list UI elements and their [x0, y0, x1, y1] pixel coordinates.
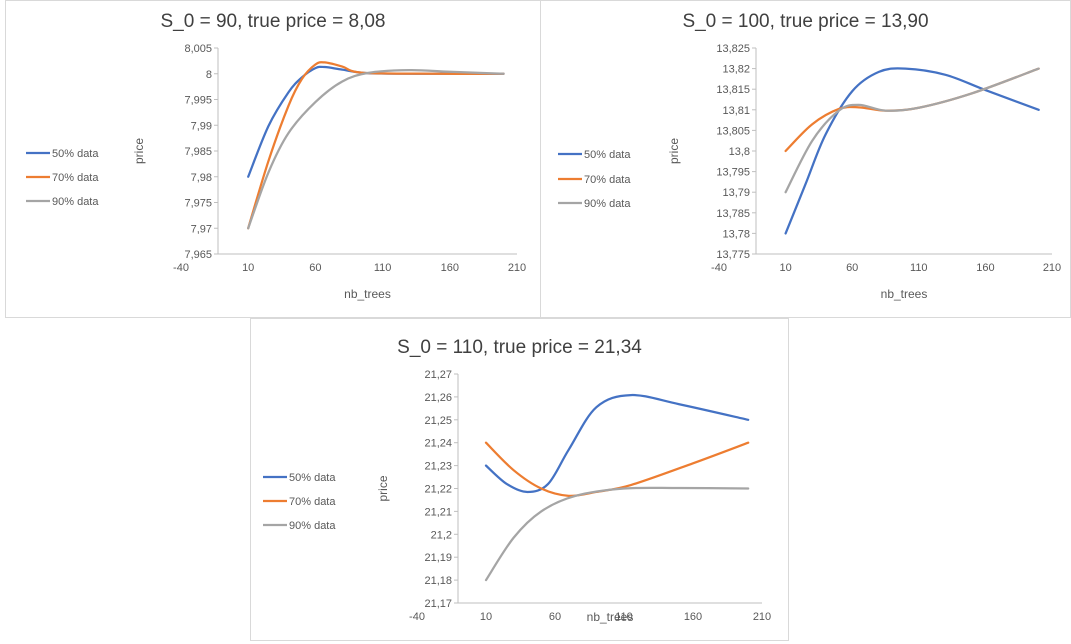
series-line: [784, 67, 1040, 194]
y-tick-label: 13,825: [716, 43, 750, 55]
y-axis-label: price: [667, 138, 681, 164]
y-tick-label: 21,21: [424, 506, 452, 518]
legend-label: 70% data: [289, 496, 336, 508]
y-tick-label: 13,82: [722, 64, 750, 76]
chart-panel-2: S_0 = 100, true price = 13,90 13,775 13,7…: [541, 0, 1071, 318]
series-line: [484, 486, 750, 582]
x-tick-label: 10: [480, 611, 492, 623]
y-tick-label: 8: [206, 69, 212, 81]
chart-title: S_0 = 90, true price = 8,08: [160, 11, 386, 32]
x-axis-label: nb_trees: [344, 287, 391, 301]
chart-title: S_0 = 110, true price = 21,34: [397, 337, 642, 358]
chart-svg: 13,775 13,78 13,785 13,79 13,795 13,8 13,805 13…: [558, 43, 1061, 301]
y-tick-label: 21,26: [424, 392, 452, 404]
y-tick-label: 13,785: [716, 208, 750, 220]
legend-label: 90% data: [584, 198, 631, 210]
y-tick-label: 13,81: [722, 105, 750, 117]
series-line: [784, 67, 1040, 235]
y-tick-label: 21,27: [424, 369, 452, 381]
legend-label: 50% data: [584, 149, 631, 161]
y-axis-label: price: [132, 138, 146, 164]
y-tick-label: 7,965: [184, 249, 212, 261]
chart-panel-3: S_0 = 110, true price = 21,34 21,17 21,18…: [250, 318, 789, 641]
y-tick-label: 21,22: [424, 484, 452, 496]
x-tick-label: 110: [615, 611, 633, 623]
y-tick-label: 21,25: [424, 415, 452, 427]
x-axis-label: nb_trees: [587, 610, 634, 624]
chart-svg: 21,17 21,18 21,19 21,2 21,21 21,22 21,23 21,24 2…: [263, 369, 771, 624]
y-tick-label: 7,99: [191, 120, 212, 132]
y-tick-label: 8,005: [184, 43, 212, 55]
legend-label: 90% data: [52, 196, 99, 208]
y-tick-label: 7,98: [191, 172, 212, 184]
y-tick-label: 21,24: [424, 438, 452, 450]
y-tick-label: 13,775: [716, 249, 750, 261]
x-tick-label: 60: [549, 611, 561, 623]
chart-title: S_0 = 100, true price = 13,90: [682, 11, 929, 32]
chart-svg: 7,965 7,97 7,975 7,98 7,985 7,99 7,995 8 8,005 -4…: [26, 43, 526, 301]
y-tick-label: 13,79: [722, 187, 750, 199]
y-tick-label: 13,795: [716, 167, 750, 179]
series-line: [247, 61, 505, 230]
x-tick-label: 60: [846, 262, 858, 274]
legend-label: 70% data: [584, 174, 631, 186]
y-tick-label: 21,17: [424, 598, 452, 610]
y-tick-label: 7,97: [191, 223, 212, 235]
x-tick-label: 210: [1043, 262, 1061, 274]
x-tick-label: 10: [779, 262, 791, 274]
y-tick-label: 13,8: [729, 146, 750, 158]
legend-label: 70% data: [52, 172, 99, 184]
x-axis-label: nb_trees: [881, 287, 928, 301]
y-tick-label: 21,23: [424, 461, 452, 473]
x-tick-label: 210: [508, 262, 526, 274]
x-tick-label: -40: [711, 262, 727, 274]
legend-label: 50% data: [289, 472, 336, 484]
x-tick-label: -40: [409, 611, 425, 623]
y-tick-label: 21,19: [424, 552, 452, 564]
legend-label: 50% data: [52, 148, 99, 160]
y-tick-label: 13,78: [722, 228, 750, 240]
y-tick-label: 7,975: [184, 198, 212, 210]
series-line: [484, 393, 750, 494]
series-line: [247, 65, 505, 178]
y-tick-label: 21,2: [431, 529, 452, 541]
legend-label: 90% data: [289, 520, 336, 532]
x-tick-label: 110: [374, 262, 392, 274]
x-tick-label: 10: [242, 262, 254, 274]
x-tick-label: -40: [173, 262, 189, 274]
y-tick-label: 13,815: [716, 84, 750, 96]
y-tick-label: 7,985: [184, 146, 212, 158]
x-tick-label: 160: [441, 262, 459, 274]
chart-panel-1: S_0 = 90, true price = 8,08 7,965 7,97 7,9…: [5, 0, 541, 318]
x-tick-label: 210: [753, 611, 771, 623]
x-tick-label: 60: [309, 262, 321, 274]
y-axis-label: price: [376, 475, 390, 501]
x-tick-label: 160: [684, 611, 702, 623]
y-tick-label: 13,805: [716, 125, 750, 137]
y-tick-label: 7,995: [184, 95, 212, 107]
x-tick-label: 160: [976, 262, 994, 274]
x-tick-label: 110: [910, 262, 928, 274]
series-line: [247, 69, 505, 230]
y-tick-label: 21,18: [424, 575, 452, 587]
